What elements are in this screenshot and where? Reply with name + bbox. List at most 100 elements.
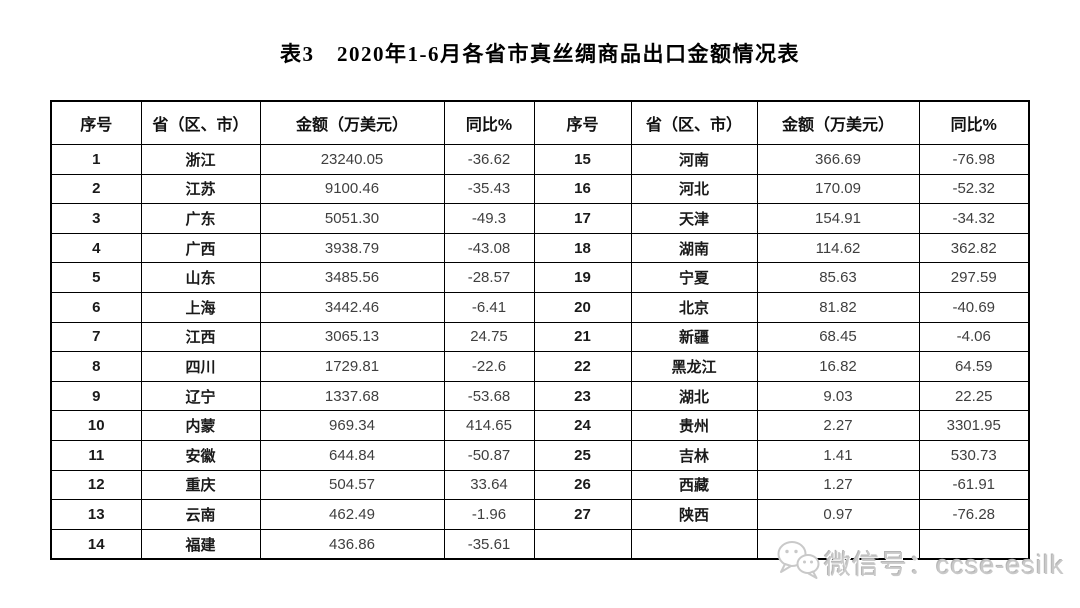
cell-yoy: -76.28 xyxy=(918,499,1030,530)
cell-province: 吉林 xyxy=(630,439,758,471)
cell-amount: 16.82 xyxy=(756,351,920,382)
cell-amount: 1.41 xyxy=(756,439,920,471)
cell-yoy: -34.32 xyxy=(918,203,1030,234)
cell-yoy: 362.82 xyxy=(918,232,1030,264)
cell-no: 7 xyxy=(50,321,142,353)
page-title: 表3 2020年1-6月各省市真丝绸商品出口金额情况表 xyxy=(280,42,800,66)
cell-amount: 68.45 xyxy=(756,321,920,353)
cell-no: 6 xyxy=(50,291,142,323)
cell-province: 广东 xyxy=(140,203,261,234)
table-row: 9 辽宁 1337.68 -53.68 23 湖北 9.03 22.25 xyxy=(50,380,1030,412)
cell-no: 21 xyxy=(533,321,632,353)
cell-amount: 170.09 xyxy=(756,173,920,205)
cell-no: 10 xyxy=(50,410,142,441)
cell-no: 18 xyxy=(533,232,632,264)
cell-yoy: -6.41 xyxy=(443,291,535,323)
table-row: 13 云南 462.49 -1.96 27 陕西 0.97 -76.28 xyxy=(50,499,1030,530)
cell-no: 19 xyxy=(533,262,632,293)
cell-amount: 23240.05 xyxy=(259,144,445,175)
cell-province: 湖南 xyxy=(630,232,758,264)
cell-province xyxy=(630,528,758,560)
cell-amount: 1337.68 xyxy=(259,380,445,412)
cell-province: 江西 xyxy=(140,321,261,353)
cell-no: 13 xyxy=(50,499,142,530)
cell-no: 17 xyxy=(533,203,632,234)
cell-no: 5 xyxy=(50,262,142,293)
cell-no: 12 xyxy=(50,469,142,501)
cell-amount: 1.27 xyxy=(756,469,920,501)
cell-amount: 5051.30 xyxy=(259,203,445,234)
cell-yoy xyxy=(918,528,1030,560)
table-row: 5 山东 3485.56 -28.57 19 宁夏 85.63 297.59 xyxy=(50,262,1030,293)
cell-no: 14 xyxy=(50,528,142,560)
cell-amount: 3065.13 xyxy=(259,321,445,353)
cell-no: 22 xyxy=(533,351,632,382)
cell-no xyxy=(533,528,632,560)
table-row: 14 福建 436.86 -35.61 xyxy=(50,528,1030,560)
cell-province: 新疆 xyxy=(630,321,758,353)
cell-yoy: 297.59 xyxy=(918,262,1030,293)
cell-yoy: -4.06 xyxy=(918,321,1030,353)
cell-no: 2 xyxy=(50,173,142,205)
cell-yoy: -40.69 xyxy=(918,291,1030,323)
cell-province: 江苏 xyxy=(140,173,261,205)
cell-yoy: -1.96 xyxy=(443,499,535,530)
cell-amount: 1729.81 xyxy=(259,351,445,382)
cell-province: 黑龙江 xyxy=(630,351,758,382)
cell-amount: 436.86 xyxy=(259,528,445,560)
cell-amount: 9100.46 xyxy=(259,173,445,205)
cell-no: 9 xyxy=(50,380,142,412)
cell-yoy: -35.61 xyxy=(443,528,535,560)
cell-amount: 644.84 xyxy=(259,439,445,471)
table-row: 8 四川 1729.81 -22.6 22 黑龙江 16.82 64.59 xyxy=(50,351,1030,382)
header-col-yoy-left: 同比% xyxy=(443,100,535,145)
table-row: 11 安徽 644.84 -50.87 25 吉林 1.41 530.73 xyxy=(50,439,1030,471)
cell-yoy: 530.73 xyxy=(918,439,1030,471)
cell-province: 贵州 xyxy=(630,410,758,441)
cell-province: 安徽 xyxy=(140,439,261,471)
cell-yoy: -35.43 xyxy=(443,173,535,205)
cell-province: 浙江 xyxy=(140,144,261,175)
cell-province: 云南 xyxy=(140,499,261,530)
cell-no: 3 xyxy=(50,203,142,234)
cell-yoy: 64.59 xyxy=(918,351,1030,382)
cell-province: 广西 xyxy=(140,232,261,264)
cell-amount: 114.62 xyxy=(756,232,920,264)
cell-amount: 366.69 xyxy=(756,144,920,175)
cell-yoy: -28.57 xyxy=(443,262,535,293)
cell-yoy: 24.75 xyxy=(443,321,535,353)
table-row: 10 内蒙 969.34 414.65 24 贵州 2.27 3301.95 xyxy=(50,410,1030,441)
cell-yoy: -49.3 xyxy=(443,203,535,234)
cell-yoy: -52.32 xyxy=(918,173,1030,205)
cell-no: 23 xyxy=(533,380,632,412)
cell-yoy: -53.68 xyxy=(443,380,535,412)
cell-no: 11 xyxy=(50,439,142,471)
header-col-amount-left: 金额（万美元） xyxy=(259,100,445,145)
cell-yoy: -76.98 xyxy=(918,144,1030,175)
cell-yoy: 33.64 xyxy=(443,469,535,501)
cell-amount: 3938.79 xyxy=(259,232,445,264)
cell-yoy: 22.25 xyxy=(918,380,1030,412)
cell-no: 26 xyxy=(533,469,632,501)
cell-province: 宁夏 xyxy=(630,262,758,293)
cell-province: 山东 xyxy=(140,262,261,293)
cell-yoy: -43.08 xyxy=(443,232,535,264)
cell-province: 河南 xyxy=(630,144,758,175)
cell-amount: 3485.56 xyxy=(259,262,445,293)
cell-yoy: -50.87 xyxy=(443,439,535,471)
cell-amount: 81.82 xyxy=(756,291,920,323)
cell-province: 福建 xyxy=(140,528,261,560)
header-col-no-right: 序号 xyxy=(533,100,632,145)
cell-amount: 969.34 xyxy=(259,410,445,441)
silk-export-table: 序号 省（区、市） 金额（万美元） 同比% 序号 省（区、市） 金额（万美元） 同比% 1 浙江… xyxy=(50,100,1030,561)
cell-no: 15 xyxy=(533,144,632,175)
cell-province: 四川 xyxy=(140,351,261,382)
table-row: 7 江西 3065.13 24.75 21 新疆 68.45 -4.06 xyxy=(50,321,1030,353)
header-col-province-left: 省（区、市） xyxy=(140,100,261,145)
cell-province: 河北 xyxy=(630,173,758,205)
cell-yoy: 414.65 xyxy=(443,410,535,441)
cell-province: 辽宁 xyxy=(140,380,261,412)
cell-province: 天津 xyxy=(630,203,758,234)
cell-province: 湖北 xyxy=(630,380,758,412)
cell-no: 16 xyxy=(533,173,632,205)
